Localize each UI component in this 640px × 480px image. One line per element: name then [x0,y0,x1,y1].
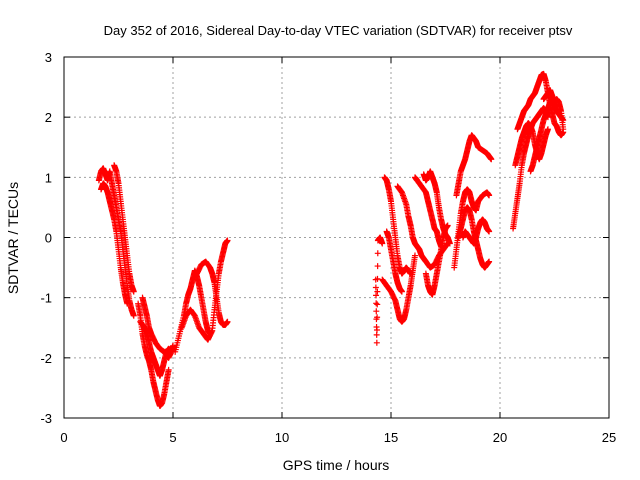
data-point [373,308,380,315]
x-tick-labels: 0 5 10 15 20 25 [60,430,616,445]
y-tick-label: 2 [45,110,52,125]
data-point [373,327,380,334]
y-tick-labels: -3 -2 -1 0 1 2 3 [40,50,52,426]
data-point [124,300,131,307]
y-tick-label: -1 [40,291,52,306]
data-point [486,192,493,199]
data-point [407,270,414,277]
y-tick-label: -2 [40,351,52,366]
x-tick-label: 15 [384,430,398,445]
data-point [560,126,567,133]
axis-ticks [63,56,610,419]
data-point [373,292,380,299]
data-point [398,288,405,295]
data-point [379,240,386,247]
data-point [373,300,380,307]
data-point [374,288,381,295]
data-point [372,284,379,291]
x-tick-label: 20 [493,430,507,445]
data-point [486,228,493,235]
data-point [544,126,551,133]
data-point [165,366,172,373]
data-point [486,258,493,265]
y-axis-label: SDTVAR / TECUs [5,182,21,294]
data-point [373,339,380,346]
x-tick-label: 0 [60,430,67,445]
data-point [224,318,231,325]
chart-title: Day 352 of 2016, Sidereal Day-to-day VTE… [104,23,573,38]
data-point [446,240,453,247]
y-tick-label: 1 [45,170,52,185]
x-tick-label: 25 [602,430,616,445]
x-tick-label: 5 [169,430,176,445]
data-point [444,222,451,229]
data-point [488,156,495,163]
data-point [374,250,381,257]
data-point [374,301,381,308]
y-tick-label: -3 [40,411,52,426]
data-point [374,263,381,270]
data-point [130,312,137,319]
data-point [224,237,231,244]
y-tick-label: 0 [45,231,52,246]
x-tick-label: 10 [275,430,289,445]
y-tick-label: 3 [45,50,52,65]
x-axis-label: GPS time / hours [283,457,390,473]
data-point [130,288,137,295]
data-point [374,314,381,321]
data-point [411,252,418,259]
data-points [95,70,567,409]
data-point [170,345,176,352]
data-point [374,275,381,282]
